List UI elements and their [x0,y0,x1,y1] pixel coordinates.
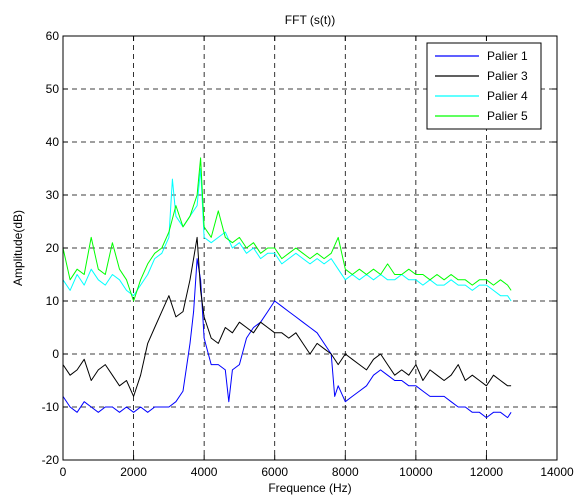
x-tick-label: 0 [60,465,67,479]
ticks: 0 2000 4000 6000 8000 10000 12000 14000 -20 -10 0 1… [42,29,574,479]
legend-box [426,42,542,130]
series-layer [62,157,512,419]
y-tick-label: 50 [46,82,60,96]
chart-title: FFT (s(t)) [285,13,335,27]
legend-label: Palier 1 [487,49,528,63]
x-tick-label: 4000 [191,465,218,479]
series-line-palier-3 [62,236,512,397]
y-tick-label: 60 [46,29,60,43]
x-tick-label: 10000 [399,465,433,479]
y-tick-label: 10 [46,294,60,308]
y-tick-label: -20 [42,453,60,467]
y-tick-label: 30 [46,188,60,202]
legend-label: Palier 5 [487,109,528,123]
legend: Palier 1 Palier 3 Palier 4 Palier 5 [426,42,542,130]
y-axis-title: Amplitude(dB) [11,210,25,286]
x-tick-label: 2000 [120,465,147,479]
x-tick-label: 14000 [540,465,574,479]
y-tick-label: 0 [52,347,59,361]
series-line-palier-4 [62,168,512,302]
x-tick-label: 6000 [261,465,288,479]
legend-label: Palier 4 [487,89,528,103]
series-line-palier-5 [62,157,512,302]
x-axis-title: Frequence (Hz) [268,481,351,495]
x-tick-label: 12000 [470,465,504,479]
legend-label: Palier 3 [487,69,528,83]
y-tick-label: -10 [42,400,60,414]
y-tick-label: 40 [46,135,60,149]
x-tick-label: 8000 [332,465,359,479]
y-tick-label: 20 [46,241,60,255]
series-line-palier-1 [62,258,512,419]
